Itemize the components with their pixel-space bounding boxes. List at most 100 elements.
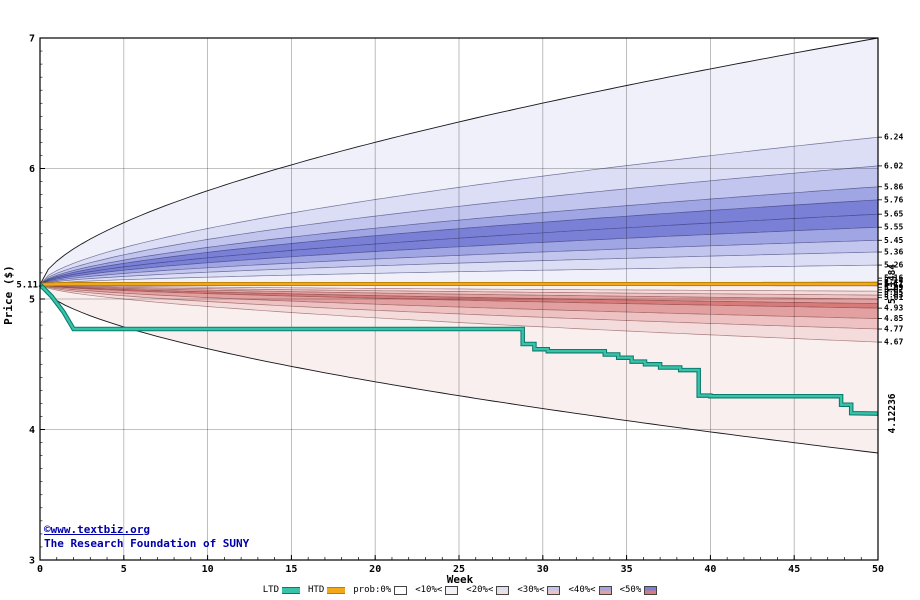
x-axis-label: Week bbox=[446, 573, 474, 586]
low-prob-band bbox=[40, 284, 878, 453]
right-value-label: 5.36 bbox=[884, 248, 903, 257]
high-quantile-line bbox=[39, 251, 879, 285]
legend-prob-2: <20%< bbox=[466, 585, 510, 595]
x-tick-label: 40 bbox=[704, 564, 716, 575]
x-tick-label: 10 bbox=[202, 564, 214, 575]
right-value-label: 5.14 bbox=[884, 276, 903, 285]
x-tick-label: 15 bbox=[285, 564, 297, 575]
legend-prob-0: prob:0% bbox=[353, 585, 408, 595]
htd-swatch bbox=[327, 586, 346, 594]
x-tick-label: 25 bbox=[453, 564, 465, 575]
legend-ltd-label: LTD bbox=[262, 585, 279, 595]
low-quantile-line bbox=[39, 284, 879, 304]
low-prob-band bbox=[40, 284, 878, 319]
legend-prob-3-label: <30%< bbox=[517, 585, 545, 595]
high-quantile-line bbox=[39, 239, 879, 285]
y-tick-label: 5 bbox=[29, 295, 35, 306]
right-value-label: 5.12 bbox=[884, 279, 903, 288]
high-prob-band bbox=[40, 165, 878, 285]
low-quantile-line bbox=[39, 284, 879, 454]
right-value-label: 5.76 bbox=[884, 195, 903, 204]
right-value-label: 5.55 bbox=[884, 223, 903, 232]
low-prob-band bbox=[40, 284, 878, 309]
ltd-final-label: 4.12236 bbox=[887, 393, 898, 433]
high-prob-band bbox=[40, 240, 878, 285]
low-prob-band bbox=[40, 284, 878, 329]
ltd-swatch bbox=[282, 586, 300, 594]
prob-swatch-1 bbox=[445, 585, 459, 595]
high-prob-band bbox=[40, 227, 878, 285]
low-prob-band bbox=[40, 284, 878, 292]
y-axis-label: Price ($) bbox=[2, 265, 15, 325]
low-quantile-line bbox=[39, 284, 879, 309]
legend-prob-4-label: <40%< bbox=[568, 585, 596, 595]
high-prob-band bbox=[40, 38, 878, 285]
legend-ltd: LTD bbox=[263, 585, 300, 595]
high-quantile-line bbox=[39, 199, 879, 285]
prob-swatch-2 bbox=[496, 585, 510, 595]
legend-prob-1: <10%< bbox=[415, 585, 459, 595]
x-tick-label: 20 bbox=[369, 564, 381, 575]
low-quantile-line bbox=[39, 284, 879, 292]
axis-ticks bbox=[39, 37, 879, 561]
right-value-label: 5.26 bbox=[884, 261, 903, 270]
right-value-label: 5.45 bbox=[884, 236, 903, 245]
right-value-label: 4.93 bbox=[884, 304, 903, 313]
y-tick-label: 4 bbox=[29, 425, 35, 436]
low-quantile-line bbox=[39, 284, 879, 319]
legend: LTD HTD prob:0% <10%< <20%< <30%< <40%< <50% bbox=[0, 585, 920, 595]
watermark-link[interactable]: ©www.textbiz.org bbox=[44, 523, 150, 536]
right-value-label: 5.11 bbox=[884, 280, 903, 289]
legend-prob-5: <50% bbox=[620, 585, 658, 595]
probability-bands bbox=[40, 38, 878, 453]
right-value-label: 6.02 bbox=[884, 161, 903, 170]
legend-htd: HTD bbox=[308, 585, 346, 595]
prob-swatch-3 bbox=[547, 585, 561, 595]
prob-swatch-5 bbox=[644, 585, 658, 595]
right-value-label: 5.16 bbox=[884, 274, 903, 283]
x-tick-label: 35 bbox=[621, 564, 633, 575]
right-value-label: 6.24 bbox=[884, 133, 903, 142]
x-tick-label: 50 bbox=[872, 564, 884, 575]
y-tick-label: 7 bbox=[29, 34, 35, 45]
right-value-label: 5.09 bbox=[884, 283, 903, 292]
high-quantile-line bbox=[39, 37, 879, 285]
high-quantile-line bbox=[39, 165, 879, 285]
x-tick-label: 5 bbox=[121, 564, 127, 575]
x-tick-label: 30 bbox=[537, 564, 549, 575]
low-quantile-line bbox=[39, 284, 879, 296]
right-value-label: 5.03 bbox=[884, 291, 903, 300]
low-quantile-line bbox=[39, 284, 879, 343]
legend-htd-label: HTD bbox=[308, 585, 325, 595]
legend-prob-3: <30%< bbox=[517, 585, 561, 595]
watermark-org: The Research Foundation of SUNY bbox=[44, 537, 250, 550]
right-value-label: 4.85 bbox=[884, 314, 903, 323]
right-value-label: 5.65 bbox=[884, 210, 903, 219]
ltd-line bbox=[39, 283, 879, 415]
right-value-label: 4.77 bbox=[884, 325, 903, 334]
high-prob-band bbox=[40, 199, 878, 285]
quantile-lines bbox=[39, 37, 879, 454]
high-prob-band bbox=[40, 252, 878, 285]
right-value-label: 5.05 bbox=[884, 288, 903, 297]
legend-prob-2-label: <20%< bbox=[466, 585, 494, 595]
x-tick-label: 0 bbox=[37, 564, 43, 575]
low-quantile-line bbox=[39, 284, 879, 330]
legend-prob-0-label: prob:0% bbox=[353, 585, 392, 595]
prob-swatch-0 bbox=[394, 585, 408, 595]
start-price-label: 5.11 bbox=[16, 281, 38, 291]
legend-prob-1-label: <10%< bbox=[415, 585, 443, 595]
high-prob-band bbox=[40, 265, 878, 285]
y-tick-label: 3 bbox=[29, 556, 35, 567]
watermark: ©www.textbiz.org The Research Foundation… bbox=[44, 523, 249, 551]
htd-final-label: 5.11484 bbox=[887, 264, 898, 304]
prob-swatch-4 bbox=[598, 585, 612, 595]
high-quantile-line bbox=[39, 136, 879, 285]
right-value-label: 5.86 bbox=[884, 182, 903, 191]
htd-line bbox=[39, 282, 878, 286]
high-prob-band bbox=[40, 137, 878, 285]
legend-prob-4: <40%< bbox=[568, 585, 612, 595]
high-prob-band bbox=[40, 214, 878, 285]
legend-prob-5-label: <50% bbox=[619, 585, 642, 595]
